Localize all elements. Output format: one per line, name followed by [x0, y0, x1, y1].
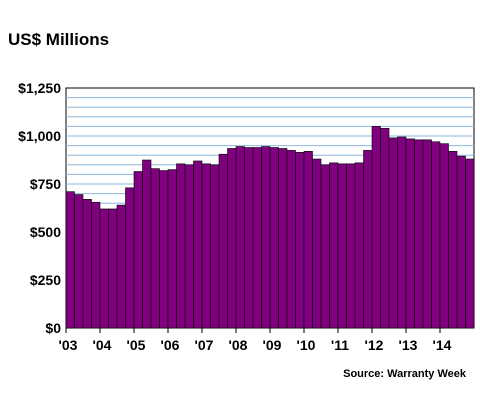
x-tick-label: '07	[195, 337, 214, 353]
y-tick-label: $750	[30, 176, 61, 192]
x-tick-label: '12	[365, 337, 384, 353]
y-tick-label: $500	[30, 224, 61, 240]
bar	[465, 158, 475, 329]
bar	[337, 163, 347, 329]
bar	[363, 150, 373, 329]
bar	[346, 163, 356, 329]
bar	[210, 164, 220, 329]
source-note: Source: Warranty Week	[343, 368, 466, 380]
y-tick-label: $250	[30, 272, 61, 288]
bar	[431, 141, 441, 329]
y-tick-label: $0	[45, 320, 61, 336]
bar	[201, 163, 211, 329]
bar	[397, 136, 407, 329]
x-tick-label: '06	[161, 337, 180, 353]
bar	[184, 164, 194, 329]
y-axis-ticks: $0 $250 $500 $750 $1,000 $1,250	[18, 80, 61, 336]
bar	[295, 152, 305, 329]
x-tick-label: '08	[229, 337, 248, 353]
bar	[388, 137, 398, 329]
bar	[91, 201, 101, 329]
bar	[414, 139, 424, 329]
bar	[278, 148, 288, 329]
chart-title: US$ Millions	[8, 30, 110, 49]
bar	[150, 168, 160, 329]
bar	[252, 147, 262, 329]
bar	[82, 199, 92, 329]
bar	[312, 158, 322, 329]
x-tick-label: '11	[331, 337, 349, 353]
bar	[65, 191, 75, 329]
bar	[422, 139, 432, 329]
bar	[329, 162, 339, 329]
y-tick-label: $1,250	[18, 80, 61, 96]
bar	[286, 150, 296, 329]
bar	[142, 159, 152, 329]
bar	[74, 194, 84, 329]
bar	[303, 151, 313, 329]
x-tick-label: '04	[93, 337, 112, 353]
bars	[65, 126, 475, 329]
y-tick-label: $1,000	[18, 128, 61, 144]
bar	[456, 155, 466, 329]
bar	[125, 187, 135, 329]
x-tick-label: '03	[59, 337, 78, 353]
bar	[269, 147, 279, 329]
x-tick-label: '14	[433, 337, 452, 353]
bar	[227, 148, 237, 329]
bar	[354, 162, 364, 329]
bar	[218, 153, 228, 329]
bar	[108, 208, 118, 329]
x-axis-ticks: '03 '04 '05 '06 '07 '08 '09 '10 '11 '12 '13 '14	[59, 328, 452, 353]
bar	[380, 128, 390, 329]
bar	[167, 169, 177, 329]
bar	[448, 151, 458, 329]
bar	[133, 171, 143, 329]
bar	[371, 126, 381, 329]
bar	[244, 147, 254, 329]
bar	[193, 160, 203, 329]
bar	[405, 138, 415, 329]
bar	[116, 204, 126, 329]
bar	[320, 164, 330, 329]
x-tick-label: '05	[127, 337, 146, 353]
bar	[261, 146, 271, 329]
bar	[439, 143, 449, 329]
x-tick-label: '09	[263, 337, 282, 353]
x-tick-label: '13	[399, 337, 418, 353]
x-tick-label: '10	[297, 337, 316, 353]
bar	[176, 163, 186, 329]
bar	[235, 146, 245, 329]
bar	[159, 170, 169, 329]
bar	[99, 208, 109, 329]
